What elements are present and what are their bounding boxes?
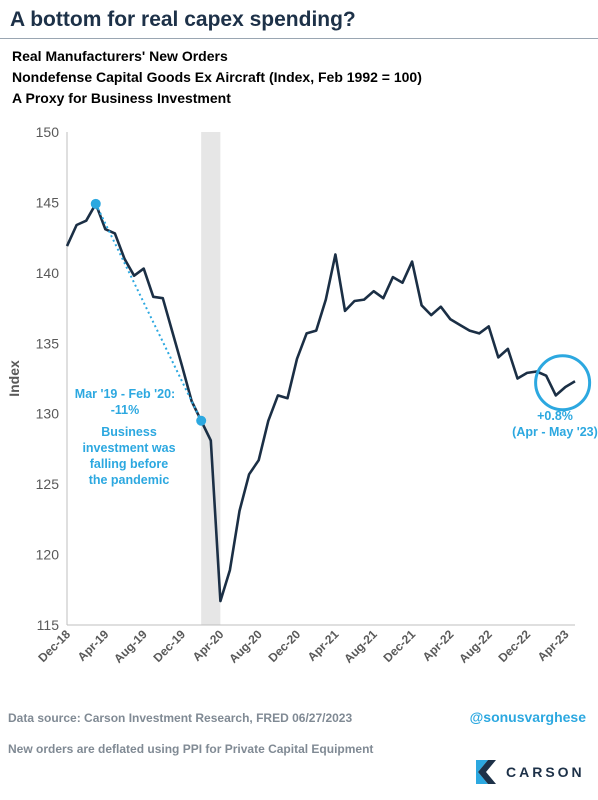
rise-label: (Apr - May '23) bbox=[512, 425, 598, 439]
x-tick-label: Aug-21 bbox=[341, 627, 380, 666]
x-tick-label: Apr-23 bbox=[535, 627, 572, 664]
author-handle: @sonusvarghese bbox=[469, 709, 586, 725]
subtitle-line-2: Nondefense Capital Goods Ex Aircraft (In… bbox=[12, 69, 422, 85]
subtitle-line-1: Real Manufacturers' New Orders bbox=[12, 48, 228, 64]
carson-logo-icon bbox=[476, 760, 496, 784]
decline-note: Business bbox=[101, 425, 157, 439]
x-tick-label: Dec-20 bbox=[265, 627, 303, 665]
x-tick-label: Dec-19 bbox=[150, 627, 188, 665]
decline-label: Mar '19 - Feb '20: bbox=[75, 387, 175, 401]
highlight-circle bbox=[534, 354, 592, 412]
decline-note: investment was bbox=[82, 441, 175, 455]
x-tick-label: Dec-22 bbox=[495, 627, 533, 665]
y-tick-label: 135 bbox=[36, 335, 60, 351]
y-axis-label: Index bbox=[6, 360, 22, 397]
headline: A bottom for real capex spending? bbox=[10, 8, 356, 31]
chart-subtitles: Real Manufacturers' New Orders Nondefens… bbox=[12, 46, 422, 109]
y-tick-label: 150 bbox=[36, 124, 60, 140]
decline-note: falling before bbox=[90, 457, 169, 471]
x-tick-label: Apr-19 bbox=[75, 627, 112, 664]
x-tick-label: Aug-22 bbox=[456, 627, 495, 666]
rise-label: +0.8% bbox=[537, 409, 573, 423]
y-tick-label: 125 bbox=[36, 476, 60, 492]
x-tick-label: Apr-20 bbox=[190, 627, 227, 664]
y-tick-label: 130 bbox=[36, 406, 60, 422]
logo-wordmark: CARSON bbox=[506, 764, 585, 780]
title-divider bbox=[0, 38, 598, 39]
y-tick-label: 145 bbox=[36, 194, 60, 210]
carson-logo: CARSON bbox=[474, 757, 592, 787]
x-tick-label: Apr-21 bbox=[305, 627, 342, 664]
y-tick-label: 140 bbox=[36, 265, 60, 281]
x-tick-label: Apr-22 bbox=[420, 627, 457, 664]
subtitle-line-3: A Proxy for Business Investment bbox=[12, 90, 231, 106]
data-source-note: Data source: Carson Investment Research,… bbox=[8, 711, 353, 725]
decline-start-marker bbox=[90, 198, 101, 209]
x-tick-label: Aug-20 bbox=[226, 627, 265, 666]
decline-arrow bbox=[94, 203, 203, 422]
x-tick-label: Dec-21 bbox=[380, 627, 418, 665]
decline-label: -11% bbox=[111, 403, 140, 417]
methodology-note: New orders are deflated using PPI for Pr… bbox=[8, 742, 374, 756]
y-tick-label: 120 bbox=[36, 547, 60, 563]
x-tick-label: Aug-19 bbox=[111, 627, 150, 666]
decline-end-marker bbox=[196, 415, 207, 426]
decline-note: the pandemic bbox=[89, 473, 170, 487]
series-line bbox=[65, 202, 576, 603]
y-tick-label: 115 bbox=[37, 617, 60, 633]
